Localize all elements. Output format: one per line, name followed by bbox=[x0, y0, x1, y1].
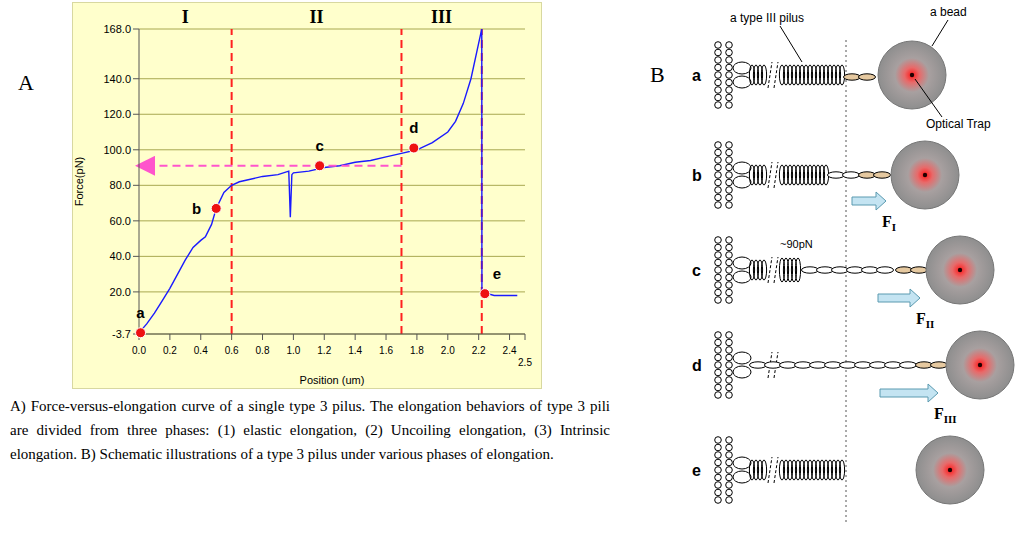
svg-text:140.0: 140.0 bbox=[103, 73, 131, 85]
svg-text:0.4: 0.4 bbox=[194, 345, 208, 356]
svg-text:d: d bbox=[409, 119, 418, 136]
svg-text:FI: FI bbox=[882, 213, 896, 233]
svg-text:a bead: a bead bbox=[930, 5, 967, 19]
svg-text:FII: FII bbox=[916, 310, 934, 330]
svg-text:0.6: 0.6 bbox=[225, 345, 239, 356]
svg-text:c: c bbox=[692, 262, 701, 279]
svg-text:Optical Trap: Optical Trap bbox=[926, 117, 991, 131]
svg-text:80.0: 80.0 bbox=[110, 179, 131, 191]
svg-text:Force(pN): Force(pN) bbox=[73, 157, 85, 207]
svg-text:0.2: 0.2 bbox=[163, 345, 177, 356]
html-text:A: A bbox=[18, 70, 34, 95]
svg-text:120.0: 120.0 bbox=[103, 108, 131, 120]
svg-text:2.4: 2.4 bbox=[503, 345, 517, 356]
svg-text:2.5: 2.5 bbox=[518, 357, 532, 368]
svg-text:1.6: 1.6 bbox=[379, 345, 393, 356]
svg-text:0.8: 0.8 bbox=[256, 345, 270, 356]
svg-text:1.0: 1.0 bbox=[286, 345, 300, 356]
svg-text:2.0: 2.0 bbox=[441, 345, 455, 356]
svg-text:b: b bbox=[692, 167, 702, 184]
svg-text:20.0: 20.0 bbox=[110, 286, 131, 298]
svg-text:B: B bbox=[650, 62, 665, 87]
svg-text:d: d bbox=[692, 357, 702, 374]
svg-text:a: a bbox=[136, 304, 145, 321]
svg-text:I: I bbox=[182, 7, 189, 27]
svg-text:-3.7: -3.7 bbox=[112, 328, 131, 340]
svg-text:100.0: 100.0 bbox=[103, 144, 131, 156]
svg-text:0.0: 0.0 bbox=[132, 345, 146, 356]
svg-text:c: c bbox=[315, 137, 323, 154]
svg-text:1.4: 1.4 bbox=[348, 345, 362, 356]
svg-text:1.8: 1.8 bbox=[410, 345, 424, 356]
svg-text:168.0: 168.0 bbox=[103, 23, 131, 35]
svg-text:60.0: 60.0 bbox=[110, 215, 131, 227]
svg-text:1.2: 1.2 bbox=[317, 345, 331, 356]
svg-text:40.0: 40.0 bbox=[110, 250, 131, 262]
svg-text:2.2: 2.2 bbox=[472, 345, 486, 356]
svg-text:a: a bbox=[692, 67, 701, 84]
svg-text:III: III bbox=[431, 7, 452, 27]
html-text:A) Force-versus-elongation cur: A) Force-versus-elongation curve of a si… bbox=[10, 398, 610, 462]
svg-text:II: II bbox=[310, 7, 324, 27]
svg-text:Position (um): Position (um) bbox=[300, 374, 365, 386]
svg-text:~90pN: ~90pN bbox=[780, 238, 813, 250]
svg-text:a type III pilus: a type III pilus bbox=[730, 11, 804, 25]
svg-text:e: e bbox=[692, 462, 701, 479]
svg-text:FIII: FIII bbox=[934, 405, 957, 425]
svg-text:e: e bbox=[493, 265, 501, 282]
svg-text:b: b bbox=[192, 200, 201, 217]
